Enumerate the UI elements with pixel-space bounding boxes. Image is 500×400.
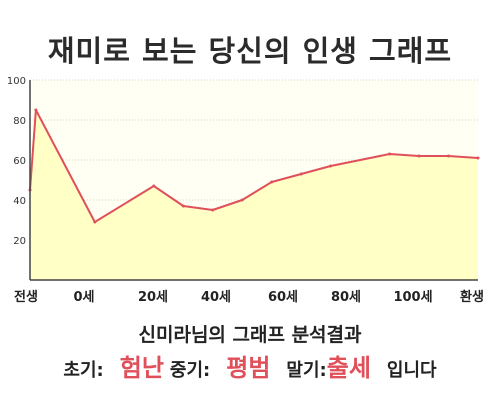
y-tick-label: 60 <box>13 156 26 167</box>
analysis-result: 초기: 험난 중기: 평범 말기:출세 입니다 <box>0 348 500 383</box>
y-tick-label: 20 <box>13 236 26 247</box>
x-tick-label: 80세 <box>331 290 361 305</box>
x-tick-label: 전생 <box>14 289 38 305</box>
data-point <box>270 180 274 184</box>
early-value: 험난 <box>119 354 164 382</box>
y-tick-label: 80 <box>13 116 26 127</box>
data-point <box>93 220 97 224</box>
data-point <box>329 164 333 168</box>
series-line <box>29 109 479 223</box>
x-tick-label: 20세 <box>138 290 168 305</box>
data-point <box>152 184 156 188</box>
y-tick-label: 100 <box>7 76 26 87</box>
data-point <box>417 154 421 158</box>
y-tick-label: 40 <box>13 196 26 207</box>
late-value: 출세 <box>326 354 371 382</box>
page-title: 재미로 보는 당신의 인생 그래프 <box>47 34 453 68</box>
data-point <box>388 152 392 156</box>
data-point <box>181 204 185 208</box>
suffix-text: 입니다 <box>386 360 437 381</box>
data-point <box>476 156 480 160</box>
data-point <box>447 154 450 158</box>
x-tick-label: 환생 <box>460 289 484 305</box>
data-point <box>299 172 303 176</box>
series-points <box>28 108 480 224</box>
analysis-title: 신미라님의 그래프 분석결과 <box>138 324 362 346</box>
x-tick-labels: 전생 0세 20세 40세 60세 80세 100세 환생 <box>14 289 484 305</box>
early-label: 초기: <box>63 360 104 381</box>
late-label: 말기: <box>286 360 327 381</box>
x-tick-label: 100세 <box>393 290 432 305</box>
middle-value: 평범 <box>226 354 271 382</box>
data-point <box>240 198 244 202</box>
series-area <box>30 110 478 280</box>
middle-label: 중기: <box>169 360 211 381</box>
y-tick-labels: 20 40 60 80 100 <box>7 76 26 247</box>
x-tick-label: 60세 <box>268 290 298 305</box>
data-point <box>34 108 38 112</box>
x-tick-label: 0세 <box>73 290 94 305</box>
x-tick-label: 40세 <box>201 290 231 305</box>
data-point <box>211 208 215 212</box>
